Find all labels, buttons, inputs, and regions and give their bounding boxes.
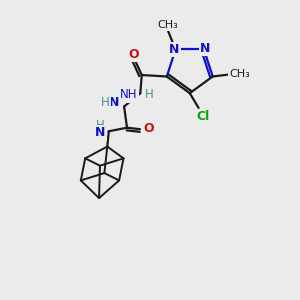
Text: CH₃: CH₃ [230,69,250,79]
Text: N: N [200,42,211,55]
Text: N: N [95,126,106,139]
Text: NH: NH [120,88,138,101]
Text: Cl: Cl [197,110,210,123]
Text: O: O [143,122,154,135]
Text: N: N [109,97,119,110]
Text: H: H [145,88,154,101]
Text: O: O [128,48,139,61]
Text: H: H [100,97,109,110]
Text: CH₃: CH₃ [158,20,178,30]
Text: H: H [96,119,105,133]
Text: N: N [169,43,179,56]
